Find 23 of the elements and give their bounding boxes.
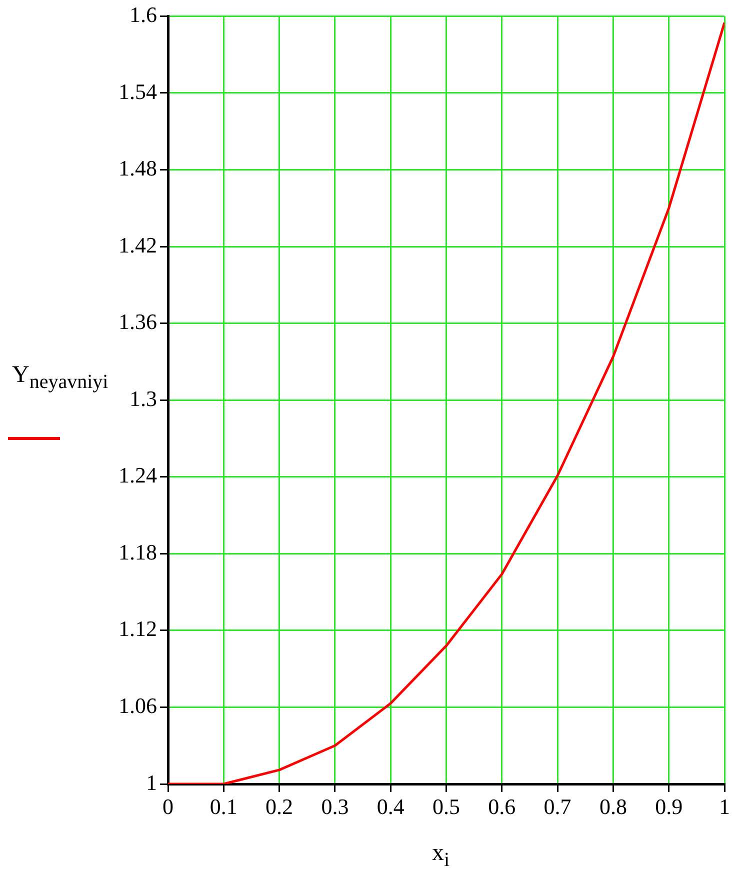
y-tick-label: 1.6 bbox=[130, 2, 157, 27]
x-tick-label: 0.8 bbox=[599, 794, 627, 819]
y-tick-label: 1.48 bbox=[118, 156, 157, 181]
x-tick-label: 0.7 bbox=[544, 794, 572, 819]
y-tick-label: 1.3 bbox=[130, 386, 157, 411]
y-tick-label: 1.06 bbox=[118, 693, 157, 718]
y-tick-label: 1.54 bbox=[118, 78, 157, 104]
y-tick-label: 1 bbox=[146, 770, 157, 795]
x-tick-label: 0.4 bbox=[376, 794, 404, 819]
y-tick-label: 1.12 bbox=[118, 616, 157, 642]
y-tick-label: 1.36 bbox=[118, 309, 157, 334]
x-tick-label: 1 bbox=[719, 794, 730, 819]
x-tick-label: 0.6 bbox=[488, 794, 516, 819]
x-tick-label: 0 bbox=[162, 794, 174, 819]
x-tick-label: 0.1 bbox=[210, 794, 238, 819]
y-tick-label: 1.18 bbox=[118, 539, 157, 564]
x-tick-label: 0.5 bbox=[432, 794, 460, 819]
y-tick-label: 1.42 bbox=[118, 232, 157, 258]
y-tick-label: 1.24 bbox=[118, 462, 157, 488]
x-axis-title: x$_{i}$ bbox=[432, 840, 450, 872]
x-tick-label: 0.3 bbox=[321, 794, 349, 819]
x-tick-label: 0.9 bbox=[655, 794, 683, 819]
x-tick-label: 0.2 bbox=[266, 794, 294, 819]
